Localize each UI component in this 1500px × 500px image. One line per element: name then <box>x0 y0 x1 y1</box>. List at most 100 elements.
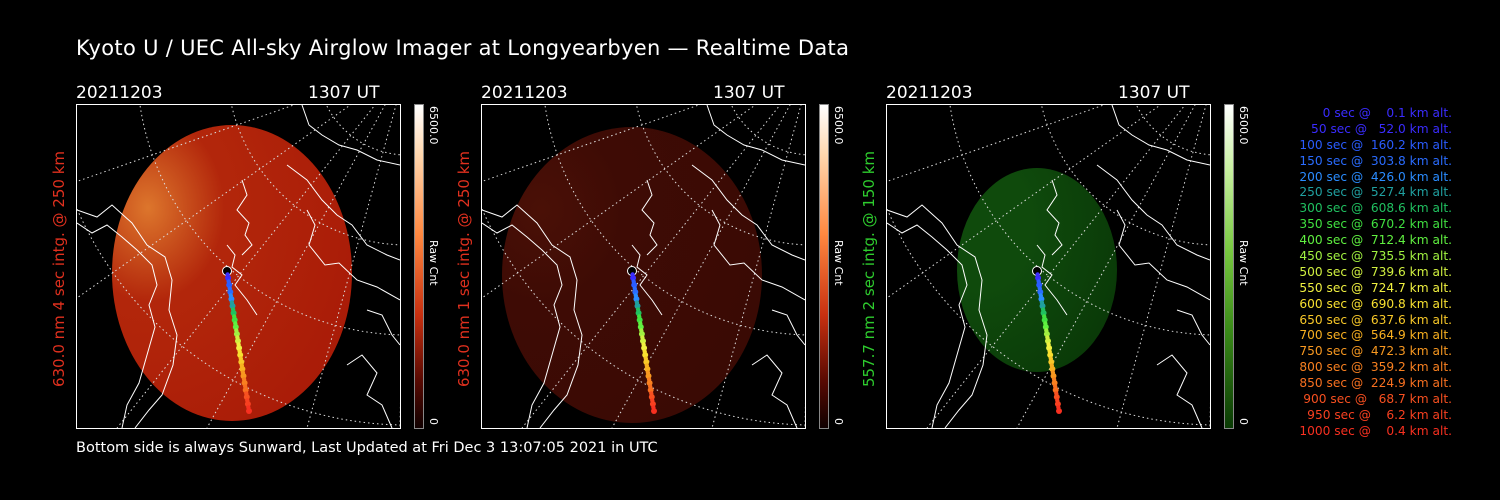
track-point <box>1053 384 1058 389</box>
track-point <box>1053 394 1060 400</box>
map-graticule <box>887 105 1210 428</box>
track-point <box>634 300 640 305</box>
legend-row: 100 sec @ 160.2 km alt. <box>1295 137 1452 152</box>
track-point <box>1042 324 1049 330</box>
legend-row: 550 sec @ 724.7 km alt. <box>1295 280 1452 295</box>
panel-time: 1307 UT <box>713 83 785 103</box>
legend-row: 650 sec @ 637.6 km alt. <box>1295 312 1452 327</box>
track-point <box>233 321 238 326</box>
colorbar <box>1224 104 1234 429</box>
track-point <box>633 293 638 298</box>
satellite-track <box>222 266 252 414</box>
track-point <box>1037 289 1044 295</box>
colorbar-min-label: 0 <box>832 418 845 425</box>
track-point <box>641 342 646 347</box>
coastline <box>77 105 400 428</box>
legend-row: 600 sec @ 690.8 km alt. <box>1295 296 1452 311</box>
track-point <box>635 307 641 312</box>
track-point <box>238 356 243 361</box>
legend-row: 500 sec @ 739.6 km alt. <box>1295 264 1452 279</box>
track-point <box>229 300 235 305</box>
colorbar-max-label: 6500.0 <box>832 106 845 145</box>
track-point <box>241 377 247 382</box>
legend-row: 50 sec @ 52.0 km alt. <box>1303 121 1452 136</box>
track-point <box>1049 363 1054 368</box>
track-point <box>638 321 643 326</box>
image-panel-2: 20211203 1307 UT 6500.0 Raw Cnt 0 <box>481 80 881 440</box>
track-point <box>1042 314 1047 319</box>
track-point <box>644 363 649 368</box>
filter-label: 630.0 nm 1 sec intg. @ 250 km <box>455 150 473 388</box>
track-point <box>630 272 635 277</box>
track-point <box>651 405 656 410</box>
track-point <box>1051 377 1057 382</box>
track-point <box>648 394 655 400</box>
track-point <box>228 293 233 298</box>
track-point <box>232 314 237 319</box>
track-point <box>239 363 244 368</box>
legend-row: 0 sec @ 0.1 km alt. <box>1311 106 1452 120</box>
colorbar-max-label: 6500.0 <box>1237 106 1250 145</box>
track-point <box>1050 370 1056 375</box>
image-panel-3: 20211203 1307 UT 6500.0 Raw Cnt 0 <box>886 80 1286 440</box>
track-point <box>234 328 239 333</box>
track-point <box>637 324 644 330</box>
map-graticule <box>482 105 805 428</box>
track-point <box>1055 398 1060 403</box>
allsky-image <box>481 104 806 429</box>
satellite-track <box>1032 266 1062 414</box>
footer-status: Bottom side is always Sunward, Last Upda… <box>76 440 658 456</box>
legend-row: 800 sec @ 359.2 km alt. <box>1295 360 1452 375</box>
track-point <box>1047 349 1052 354</box>
track-point <box>232 324 239 330</box>
track-point <box>648 384 653 389</box>
track-point <box>1054 391 1059 396</box>
page-title: Kyoto U / UEC All-sky Airglow Imager at … <box>76 36 850 60</box>
colorbar-max-label: 6500.0 <box>427 106 440 145</box>
legend-row: 700 sec @ 564.9 km alt. <box>1295 328 1452 343</box>
colorbar-min-label: 0 <box>427 418 440 425</box>
colorbar-min-label: 0 <box>1237 418 1250 425</box>
track-point <box>642 349 647 354</box>
track-point <box>650 398 655 403</box>
coastline <box>482 105 805 428</box>
airglow-image <box>112 125 352 421</box>
track-point <box>246 405 251 410</box>
track-point <box>1048 359 1055 365</box>
track-point <box>649 391 654 396</box>
track-point <box>643 356 648 361</box>
colorbar-unit-label: Raw Cnt <box>427 240 440 286</box>
track-point <box>637 314 642 319</box>
legend-row: 250 sec @ 527.4 km alt. <box>1295 185 1452 200</box>
track-point <box>1044 328 1049 333</box>
track-point <box>645 370 651 375</box>
legend-row: 300 sec @ 608.6 km alt. <box>1295 201 1452 216</box>
map-graticule <box>77 105 400 428</box>
track-point <box>632 289 639 295</box>
track-point <box>1038 293 1043 298</box>
colorbar <box>819 104 829 429</box>
track-point <box>1036 279 1041 284</box>
colorbar <box>414 104 424 429</box>
panel-date: 20211203 <box>76 83 163 103</box>
track-point <box>236 342 241 347</box>
trajectory-legend: 0 sec @ 0.1 km alt. 50 sec @ 52.0 km alt… <box>1262 106 1452 440</box>
track-point <box>227 286 232 291</box>
satellite-track <box>627 266 657 414</box>
track-point <box>1045 335 1050 340</box>
track-point <box>639 328 644 333</box>
track-point <box>1048 356 1053 361</box>
panel-date: 20211203 <box>481 83 568 103</box>
track-point <box>245 398 250 403</box>
legend-row: 850 sec @ 224.9 km alt. <box>1295 376 1452 391</box>
track-point <box>243 394 250 400</box>
track-point <box>643 359 650 365</box>
filter-label: 557.7 nm 2 sec intg. @ 150 km <box>860 150 878 388</box>
panel-date: 20211203 <box>886 83 973 103</box>
legend-row: 1000 sec @ 0.4 km alt. <box>1299 423 1452 438</box>
track-point <box>1043 321 1048 326</box>
image-panel-1: 20211203 1307 UT 6500.0 Raw Cnt 0 <box>76 80 476 440</box>
legend-row: 750 sec @ 472.3 km alt. <box>1295 344 1452 359</box>
panel-time: 1307 UT <box>308 83 380 103</box>
track-point <box>244 391 249 396</box>
